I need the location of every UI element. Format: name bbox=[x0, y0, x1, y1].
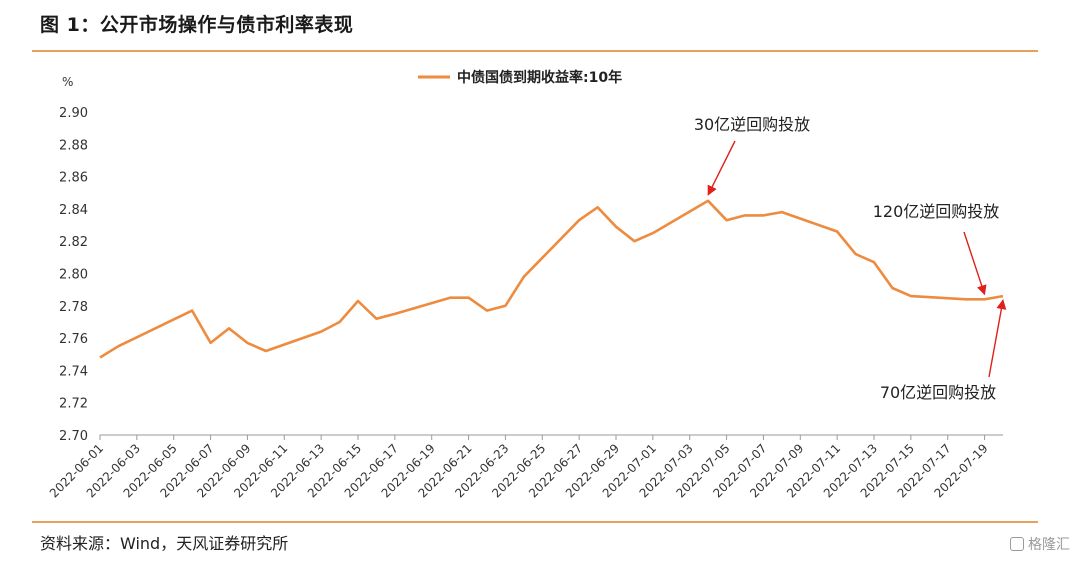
y-tick-label: 2.76 bbox=[59, 332, 88, 347]
y-axis: 2.70 2.72 2.74 2.76 2.78 2.80 2.82 2.84 2.86 2.88… bbox=[59, 106, 88, 444]
y-tick-label: 2.88 bbox=[59, 138, 88, 153]
x-axis: 2022-06-012022-06-032022-06-052022-06-07… bbox=[47, 434, 1003, 500]
chart-legend: 中债国债到期收益率:10年 bbox=[418, 69, 622, 86]
annotation-label: 70亿逆回购投放 bbox=[880, 383, 996, 402]
figure-title: 图 1：公开市场操作与债市利率表现 bbox=[40, 14, 354, 36]
y-axis-unit-label: % bbox=[62, 75, 73, 89]
y-tick-label: 2.78 bbox=[59, 300, 88, 315]
y-tick-label: 2.74 bbox=[59, 364, 88, 379]
y-tick-label: 2.82 bbox=[59, 235, 88, 250]
y-tick-label: 2.80 bbox=[59, 268, 88, 283]
annotation-layer: 30亿逆回购投放 120亿逆回购投放 70亿逆回购投放 bbox=[694, 115, 1007, 402]
series-line-10y-yield bbox=[99, 199, 1004, 359]
y-tick-label: 2.86 bbox=[59, 171, 88, 186]
annotation-label: 30亿逆回购投放 bbox=[694, 115, 810, 134]
bottom-divider bbox=[32, 521, 1038, 523]
annotation-arrow bbox=[707, 140, 736, 196]
y-tick-label: 2.70 bbox=[59, 429, 88, 444]
y-tick-label: 2.72 bbox=[59, 397, 88, 412]
source-note: 资料来源：Wind，天风证券研究所 bbox=[40, 534, 289, 553]
yield-line-chart: % 中债国债到期收益率:10年 2.70 2.72 2.74 2.76 2.78 2.80… bbox=[47, 69, 1007, 500]
y-tick-label: 2.84 bbox=[59, 203, 88, 218]
y-tick-label: 2.90 bbox=[59, 106, 88, 121]
watermark-logo-icon bbox=[1010, 537, 1024, 551]
legend-label: 中债国债到期收益率:10年 bbox=[457, 69, 622, 86]
series-layer bbox=[99, 199, 1004, 359]
watermark: 格隆汇 bbox=[1010, 534, 1070, 554]
annotation-arrow bbox=[988, 299, 1007, 378]
annotation-arrow bbox=[963, 231, 987, 296]
annotation-label: 120亿逆回购投放 bbox=[873, 202, 1000, 221]
watermark-text: 格隆汇 bbox=[1028, 537, 1070, 553]
top-divider bbox=[32, 50, 1038, 52]
